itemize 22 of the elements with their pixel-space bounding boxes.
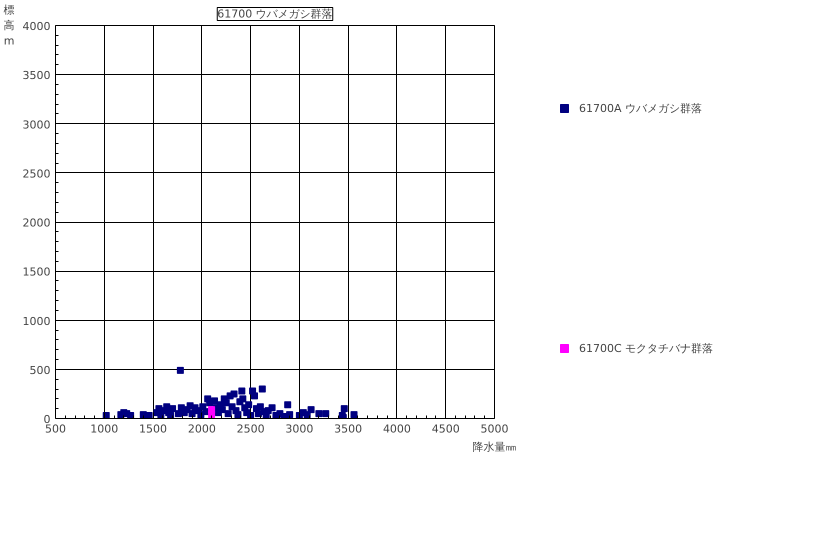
y-axis-title: 標高m: [4, 3, 15, 48]
x-tick-label: 1500: [139, 422, 168, 436]
x-tick-label: 1000: [90, 422, 118, 436]
y-tick-label: 1000: [22, 314, 51, 328]
y-tick-label: 500: [30, 364, 51, 377]
legend-label: 61700C モクタチバナ群落: [579, 340, 714, 356]
x-tick-label: 5000: [480, 422, 509, 436]
x-tick-label: 4500: [432, 422, 460, 436]
y-tick-label: 3500: [22, 69, 51, 82]
legend-label: 61700A ウバメガシ群落: [579, 100, 702, 116]
x-tick-label: 2000: [188, 422, 216, 436]
y-tick-label: 4000: [22, 20, 51, 33]
y-tick-label: 2000: [22, 216, 51, 230]
x-tick-label: 4000: [382, 422, 411, 436]
y-tick-label: 3000: [22, 118, 51, 132]
x-tick-label: 2500: [236, 422, 265, 436]
x-tick-label: 3000: [285, 422, 314, 436]
x-tick-label: 3500: [334, 422, 362, 436]
y-tick-label: 2500: [22, 167, 51, 180]
y-tick-label: 1500: [22, 266, 51, 279]
x-axis-title: 降水量㎜: [472, 440, 516, 454]
chart-title: 61700 ウバメガシ群落: [217, 8, 333, 20]
